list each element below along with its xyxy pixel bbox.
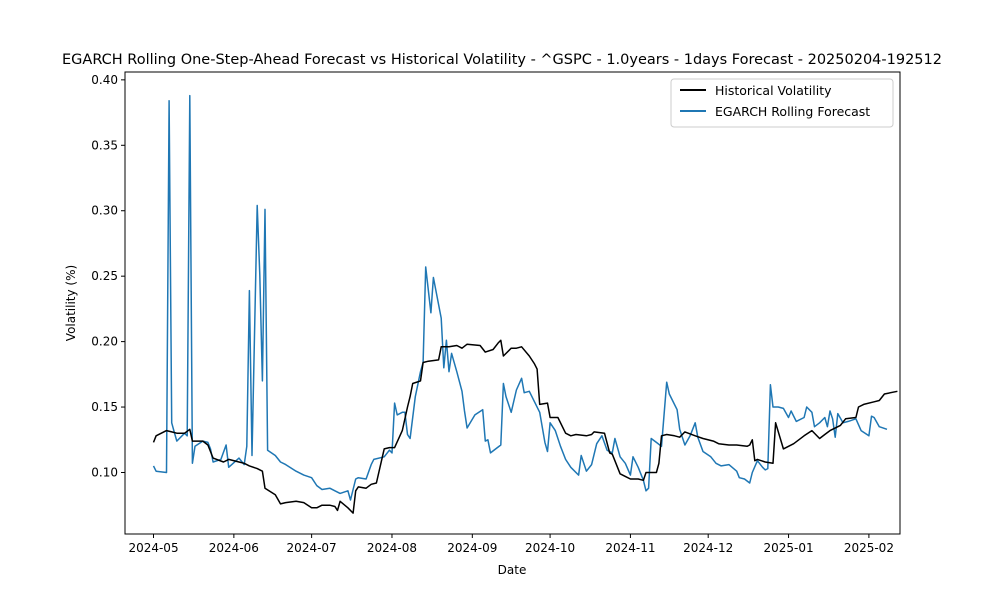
x-axis-label: Date: [498, 563, 527, 577]
y-tick-label: 0.25: [91, 269, 118, 283]
y-axis-label: Volatility (%): [64, 265, 78, 341]
y-tick-label: 0.15: [91, 400, 118, 414]
series-layer: [152, 94, 898, 514]
y-tick-label: 0.20: [91, 335, 118, 349]
x-tick-label: 2024-10: [525, 541, 575, 555]
series-line-egarch-rolling-forecast: [152, 94, 888, 501]
y-tick-label: 0.35: [91, 138, 118, 152]
legend: Historical Volatility EGARCH Rolling For…: [670, 78, 894, 128]
x-tick-label: 2024-09: [447, 541, 497, 555]
legend-frame: [670, 78, 894, 128]
series-line-historical-volatility: [152, 339, 898, 514]
y-tick-label: 0.10: [91, 465, 118, 479]
x-tick-label: 2024-05: [128, 541, 178, 555]
x-tick-label: 2024-08: [367, 541, 417, 555]
x-tick-label: 2025-01: [763, 541, 813, 555]
x-tick-label: 2025-02: [844, 541, 894, 555]
legend-label-egarch-rolling-forecast: EGARCH Rolling Forecast: [715, 104, 870, 119]
x-tick-label: 2024-12: [683, 541, 733, 555]
y-tick-label: 0.40: [91, 73, 118, 87]
x-axis: 2024-05 2024-06 2024-07 2024-08 2024-09 2024-…: [128, 534, 894, 555]
x-tick-label: 2024-07: [287, 541, 337, 555]
x-tick-label: 2024-06: [209, 541, 259, 555]
y-axis: 0.10 0.15 0.20 0.25 0.30 0.35 0.40: [91, 73, 125, 479]
legend-label-historical-volatility: Historical Volatility: [715, 83, 832, 98]
chart-title: EGARCH Rolling One-Step-Ahead Forecast v…: [62, 52, 942, 68]
plot-area: [124, 71, 901, 535]
y-tick-label: 0.30: [91, 204, 118, 218]
x-tick-label: 2024-11: [605, 541, 655, 555]
plot-frame: [124, 71, 901, 535]
